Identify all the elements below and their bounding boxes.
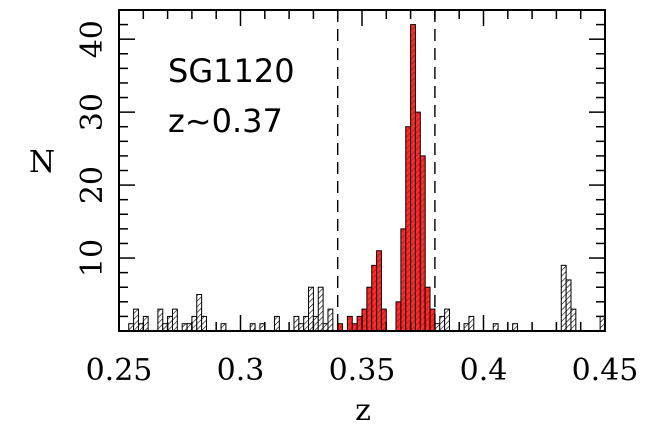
red-bar-hatch-8	[381, 309, 387, 331]
hatched-bar-hatch-0	[128, 323, 134, 331]
red-bar-hatch-1	[347, 316, 353, 331]
y-axis-title: N	[29, 145, 55, 180]
hatched-bar-hatch-20	[308, 287, 314, 331]
x-tick-label-2: 0.35	[329, 353, 396, 388]
hatched-bar-hatch-34	[570, 309, 576, 331]
hatched-bar-hatch-13	[221, 323, 226, 331]
annotation-redshift: z~0.37	[168, 102, 283, 140]
hatched-bar-hatch-2	[138, 323, 144, 331]
hatched-bar-hatch-30	[493, 323, 499, 331]
hatched-bar-hatch-29	[468, 316, 474, 331]
red-bar-hatch-2	[352, 323, 358, 331]
axis-ticks	[118, 9, 606, 332]
hatched-bar-hatch-12	[201, 316, 207, 331]
hatched-bar-hatch-27	[444, 309, 450, 331]
x-tick-label-1: 0.3	[217, 353, 265, 388]
hatched-bar-hatch-3	[143, 316, 149, 331]
red-bar-hatch-14	[420, 155, 426, 331]
hatched-bar-hatch-26	[439, 316, 445, 331]
y-tick-label-3: 40	[75, 20, 110, 58]
hatched-bar-hatch-17	[293, 316, 299, 331]
red-bar-hatch-13	[415, 112, 421, 332]
hatched-bar-hatch-25	[434, 323, 440, 331]
hatched-bar-hatch-7	[172, 309, 178, 331]
red-bar-hatch-9	[396, 301, 401, 331]
hatched-bar-hatch-1	[133, 309, 139, 331]
red-bar-hatch-0	[337, 323, 343, 331]
red-bar-hatch-5	[366, 287, 372, 331]
hatched-bar-hatch-4	[157, 309, 163, 331]
red-bar-hatch-7	[376, 250, 382, 331]
hatched-bar-hatch-35	[600, 316, 605, 331]
x-tick-label-0: 0.25	[86, 353, 153, 388]
hatched-bar-hatch-21	[313, 316, 319, 331]
hatched-bar-hatch-22	[318, 287, 324, 331]
x-tick-label-3: 0.4	[460, 353, 508, 388]
hatched-bar-hatch-33	[566, 279, 571, 331]
y-tick-label-2: 30	[75, 93, 110, 131]
red-bar-hatch-15	[425, 287, 431, 331]
hatched-bar-hatch-11	[196, 294, 202, 331]
red-bar-hatch-11	[405, 126, 411, 332]
red-bar-hatch-10	[400, 228, 406, 331]
hatched-bar-hatch-10	[191, 316, 197, 331]
y-tick-label-1: 20	[75, 166, 110, 204]
hatched-bar-hatch-31	[512, 323, 518, 331]
x-axis-title: z	[355, 393, 371, 428]
hatched-bar-hatch-8	[182, 323, 188, 331]
y-tick-label-0: 10	[75, 239, 110, 277]
y-tick-labels: 10 20 30 40	[75, 20, 110, 277]
x-tick-label-4: 0.45	[572, 353, 639, 388]
x-tick-labels: 0.25 0.3 0.35 0.4 0.45	[86, 353, 639, 388]
red-bar-hatch-12	[410, 24, 416, 331]
hatched-bar-hatch-5	[162, 323, 168, 331]
hatched-bar-hatch-9	[187, 323, 192, 331]
red-bar-hatch-4	[362, 309, 367, 331]
red-bar-hatch-16	[430, 309, 435, 331]
red-bar-hatch-6	[371, 265, 377, 331]
hatched-bar-hatch-16	[274, 316, 280, 331]
hatched-bar-hatch-23	[323, 323, 328, 331]
hatched-bar-hatch-32	[561, 265, 567, 331]
annotation-group-name: SG1120	[168, 52, 295, 90]
hatched-bar-hatch-28	[464, 323, 469, 331]
hatched-bar-hatch-24	[327, 309, 333, 331]
red-bar-hatch-3	[357, 316, 362, 331]
redshift-window-lines	[337, 10, 436, 331]
hatched-bar-hatch-6	[167, 316, 173, 331]
hatched-bar-hatch-18	[298, 323, 304, 331]
hatched-bar-hatch-15	[259, 323, 265, 331]
hatched-bar-hatch-19	[303, 316, 309, 331]
hatched-bar-hatch-14	[250, 323, 256, 331]
group-member-bars	[337, 24, 436, 332]
field-galaxy-bars	[128, 264, 606, 332]
